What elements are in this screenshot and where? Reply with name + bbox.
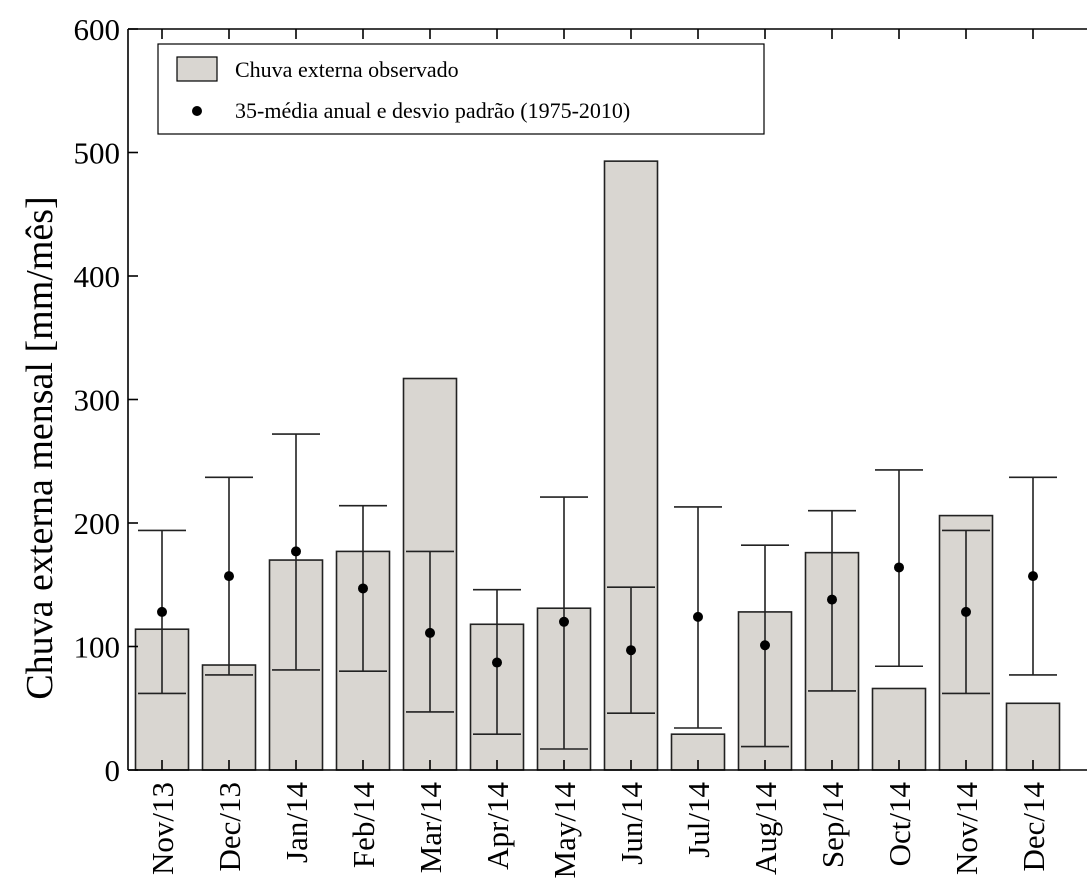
errorbars-layer — [138, 433, 1057, 750]
y-tick-label-400: 400 — [74, 259, 121, 294]
legend-entry-points: 35-média anual e desvio padrão (1975-201… — [235, 98, 630, 123]
mean-point-Jun/14 — [626, 645, 636, 656]
mean-point-Nov/14 — [961, 606, 971, 617]
mean-point-Dec/14 — [1028, 571, 1038, 582]
mean-point-Dec/13 — [224, 571, 234, 582]
mean-point-Aug/14 — [760, 640, 770, 651]
x-ticks-layer: Nov/13 Dec/13 Jan/14 Feb/14 Mar/14 Apr/14 May/… — [145, 29, 1051, 878]
x-tick-label-Feb/14: Feb/14 — [346, 782, 381, 869]
mean-point-Jul/14 — [693, 611, 703, 622]
x-tick-label-May/14: May/14 — [547, 782, 582, 879]
bar-Oct/14 — [871, 687, 927, 771]
y-axis-title: Chuva externa mensal [mm/mês] — [19, 196, 61, 699]
x-tick-label-Sep/14: Sep/14 — [815, 782, 850, 869]
y-ticks-layer: 0 100 200 300 400 500 600 — [74, 12, 138, 788]
legend-bar-swatch — [176, 56, 218, 82]
mean-point-Feb/14 — [358, 583, 368, 594]
x-tick-label-Aug/14: Aug/14 — [748, 782, 783, 876]
x-tick-label-Oct/14: Oct/14 — [882, 782, 917, 867]
bar-Dec/13 — [201, 664, 257, 771]
mean-point-Oct/14 — [894, 562, 904, 573]
x-tick-label-Jul/14: Jul/14 — [681, 782, 716, 858]
mean-point-Jan/14 — [291, 546, 301, 557]
mean-point-Apr/14 — [492, 657, 502, 668]
y-tick-label-500: 500 — [74, 136, 121, 171]
mean-point-Mar/14 — [425, 627, 435, 638]
x-tick-label-Nov/13: Nov/13 — [145, 782, 180, 875]
y-tick-label-0: 0 — [105, 753, 121, 788]
x-tick-label-Nov/14: Nov/14 — [949, 782, 984, 876]
bar-Dec/14 — [1005, 702, 1061, 771]
legend: Chuva externa observado 35-média anual e… — [157, 43, 765, 135]
x-tick-label-Dec/14: Dec/14 — [1016, 782, 1051, 872]
x-tick-label-Jan/14: Jan/14 — [279, 782, 314, 863]
y-tick-label-200: 200 — [74, 506, 121, 541]
mean-point-Nov/13 — [157, 606, 167, 617]
legend-entry-bars: Chuva externa observado — [235, 57, 459, 82]
y-tick-label-600: 600 — [74, 12, 121, 47]
x-tick-label-Dec/13: Dec/13 — [212, 782, 247, 872]
x-tick-label-Apr/14: Apr/14 — [480, 782, 515, 870]
legend-box — [157, 43, 765, 135]
y-tick-label-100: 100 — [74, 630, 121, 665]
x-tick-label-Mar/14: Mar/14 — [413, 782, 448, 874]
x-tick-label-Jun/14: Jun/14 — [614, 782, 649, 865]
mean-point-May/14 — [559, 616, 569, 627]
y-tick-label-300: 300 — [74, 383, 121, 418]
legend-point-marker — [192, 106, 202, 116]
mean-point-Sep/14 — [827, 594, 837, 605]
